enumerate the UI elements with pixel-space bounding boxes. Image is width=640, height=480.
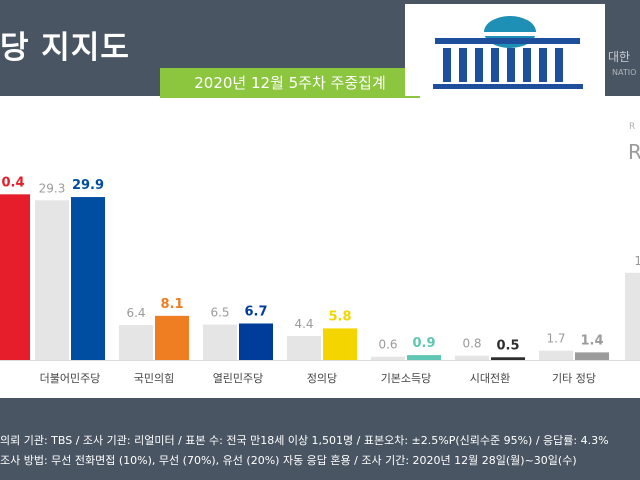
value-label-current: 0.9 <box>412 336 435 351</box>
bar-current <box>0 194 30 360</box>
category-label: 기본소득당 <box>381 372 432 385</box>
value-label-previous: 16 <box>634 254 640 268</box>
roof <box>435 38 580 44</box>
bar-previous <box>539 350 573 360</box>
bar-current <box>575 352 609 360</box>
category-label: 열린민주당 <box>213 372 264 385</box>
value-label-previous: 4.4 <box>294 317 313 331</box>
category-label: 기타 정당 <box>552 372 596 385</box>
bar-current <box>407 355 441 360</box>
value-label-current: 29.9 <box>72 178 104 193</box>
bar-current <box>323 328 357 360</box>
bar-previous <box>625 272 640 360</box>
value-label-previous: 6.4 <box>126 306 145 320</box>
date-banner: 2020년 12월 5주차 주중집계 <box>160 68 420 98</box>
value-label-current: 0.4 <box>1 175 24 190</box>
value-label-current: 5.8 <box>328 309 351 324</box>
bar-previous <box>287 336 321 360</box>
survey-note-1: 의뢰 기관: TBS / 조사 기관: 리얼미터 / 표본 수: 전국 만18세… <box>0 434 609 447</box>
party-support-chart: 0.4힘29.329.9더불어민주당6.48.1국민의힘6.56.7열린민주당4… <box>0 175 640 385</box>
bar-previous <box>203 324 237 360</box>
value-label-previous: 6.5 <box>210 306 229 320</box>
bar-previous <box>119 325 153 360</box>
footer-band <box>0 398 640 480</box>
category-label: 시대전환 <box>470 372 510 385</box>
side-mark: R <box>629 122 636 132</box>
value-label-current: 8.1 <box>160 297 183 312</box>
value-label-current: 0.5 <box>496 338 519 353</box>
bar-previous <box>455 355 489 360</box>
value-label-current: 1.4 <box>580 333 603 348</box>
logo-text: 대한 <box>608 50 631 64</box>
bar-current <box>155 315 189 360</box>
side-mark-large: R <box>628 140 640 164</box>
columns <box>443 48 563 82</box>
value-label-previous: 29.3 <box>39 181 66 195</box>
bar-current <box>71 197 105 360</box>
bar-previous <box>371 356 405 360</box>
base-step <box>433 84 583 89</box>
category-label: 더불어민주당 <box>40 372 101 385</box>
category-label: 정의당 <box>307 372 337 385</box>
assembly-logo <box>405 4 605 96</box>
value-label-previous: 0.6 <box>378 338 397 352</box>
bar-current <box>491 357 525 360</box>
survey-note-2: 조사 방법: 무선 전화면접 (10%), 무선 (70%), 유선 (20%)… <box>0 454 577 467</box>
bar-previous <box>35 200 69 360</box>
value-label-previous: 1.7 <box>546 332 565 346</box>
value-label-previous: 0.8 <box>462 337 481 351</box>
assembly-building-icon <box>433 16 583 89</box>
bar-current <box>239 323 273 360</box>
page-title: 당 지지도 <box>0 30 130 66</box>
logo-subtext: NATIO <box>612 68 637 77</box>
dome-base <box>483 32 537 36</box>
category-label: 국민의힘 <box>134 372 174 385</box>
value-label-current: 6.7 <box>244 304 267 319</box>
